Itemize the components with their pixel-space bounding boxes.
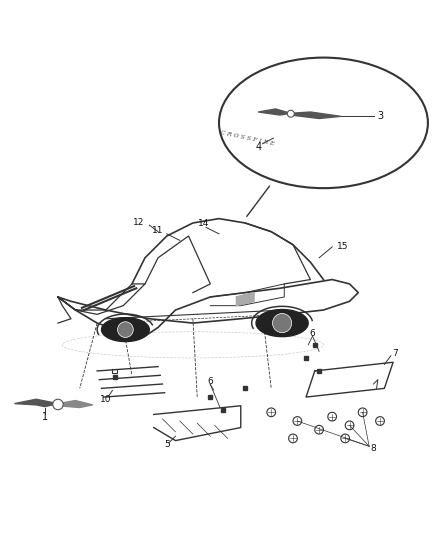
Text: C R O S S F I R E: C R O S S F I R E [220,130,275,147]
Circle shape [287,110,294,117]
Polygon shape [58,400,93,408]
Text: 7: 7 [392,349,398,358]
Polygon shape [102,318,149,342]
Text: 10: 10 [100,395,112,403]
Text: 1: 1 [42,411,48,422]
Text: 4: 4 [255,142,261,152]
Text: 8: 8 [371,444,376,453]
Text: 5: 5 [164,440,170,449]
Text: 6: 6 [208,377,213,386]
Circle shape [117,322,133,337]
Text: 3: 3 [377,111,383,122]
Polygon shape [14,399,58,407]
Text: 6: 6 [310,329,315,338]
Text: 11: 11 [152,227,164,235]
Polygon shape [256,310,308,337]
Circle shape [53,399,63,410]
Circle shape [272,313,292,333]
Text: 15: 15 [337,243,349,252]
Text: 14: 14 [198,220,209,228]
Polygon shape [291,112,341,118]
Polygon shape [258,109,291,115]
Polygon shape [237,293,254,305]
Text: 12: 12 [133,217,144,227]
